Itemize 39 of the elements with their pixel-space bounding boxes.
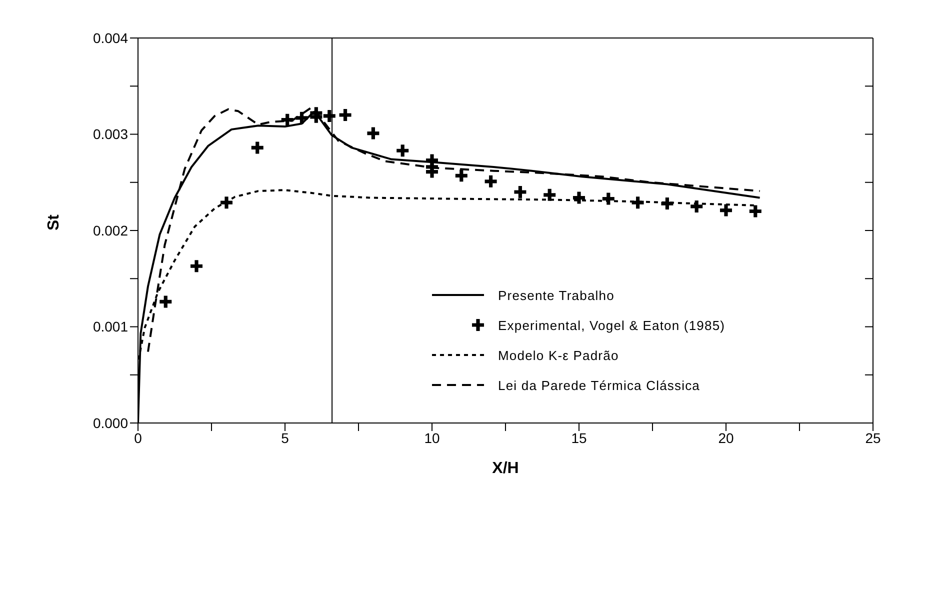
legend-label: Lei da Parede Térmica Clássica [498,378,700,392]
x-tick-label: 5 [281,430,290,446]
point [484,175,497,188]
point [220,196,232,209]
point [190,260,203,272]
x-tick-label: 10 [424,430,440,446]
point [749,205,762,218]
y-tick-label: 0.000 [92,414,128,431]
point [160,296,172,308]
x-tick-label: 25 [865,430,881,446]
x-tick-label: 20 [718,430,734,446]
x-tick-label: 15 [571,430,587,446]
legend-label: Presente Trabalho [498,288,614,302]
y-tick-label: 0.002 [92,222,128,238]
point [544,188,556,201]
point [455,170,468,182]
legend-label: Modelo K-ε Padrão [498,348,619,362]
point [661,198,674,210]
point [396,144,409,157]
y-tick-label: 0.001 [92,318,128,335]
legend-label: Experimental, Vogel & Eaton (1985) [498,318,726,332]
point [296,112,308,124]
point [251,142,264,154]
point [720,204,732,216]
x-axis-title: X/H [492,460,519,477]
y-tick-label: 0.004 [92,30,128,46]
point [632,196,644,209]
point [573,192,585,204]
point [367,127,380,140]
y-axis-title: St [46,214,63,230]
point [281,114,294,126]
x-tick-label: 0 [134,430,142,446]
point [690,200,703,212]
point [514,186,526,198]
y-tick-label: 0.003 [92,126,128,142]
point [310,110,322,123]
point [323,110,336,122]
point [339,109,352,121]
point [602,192,614,205]
